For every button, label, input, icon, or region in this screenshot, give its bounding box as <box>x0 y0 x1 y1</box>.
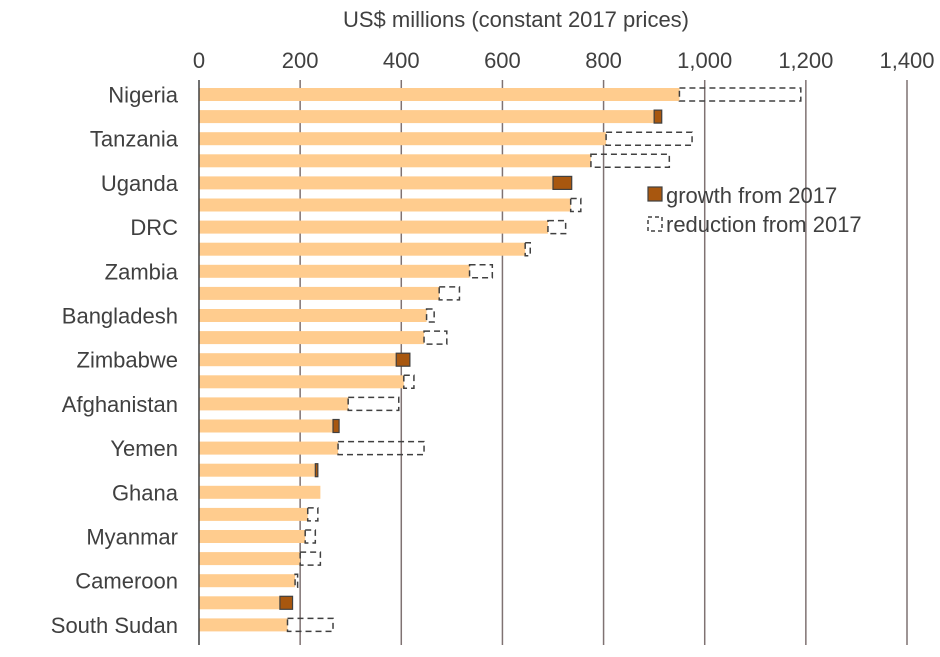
x-tick-label: 600 <box>484 48 521 73</box>
legend-label-growth: growth from 2017 <box>666 183 837 208</box>
category-label: Myanmar <box>86 525 178 550</box>
bar-growth <box>332 418 340 434</box>
category-label: Uganda <box>101 171 179 196</box>
category-label: Afghanistan <box>62 392 178 417</box>
bar-base <box>199 264 470 278</box>
legend: growth from 2017 reduction from 2017 <box>647 183 862 237</box>
bar-reduction <box>403 374 415 390</box>
category-label: South Sudan <box>51 613 178 638</box>
bar-base <box>199 353 397 367</box>
bar-base <box>199 485 321 499</box>
bar-reduction <box>286 617 334 633</box>
category-label: Yemen <box>110 436 178 461</box>
bar-base <box>199 286 440 300</box>
category-label: Zambia <box>105 259 179 284</box>
bar-base <box>199 154 591 168</box>
bar-reduction <box>337 440 425 456</box>
legend-swatch-growth <box>647 186 663 202</box>
bar-base <box>199 530 306 543</box>
category-label: Nigeria <box>108 83 178 108</box>
bar-reduction <box>524 241 531 257</box>
bar-base <box>199 463 316 477</box>
bar-base <box>199 198 571 212</box>
legend-label-reduction: reduction from 2017 <box>666 212 862 237</box>
legend-swatch-reduction <box>647 216 663 232</box>
bar-reduction <box>678 87 802 102</box>
bars <box>199 87 802 633</box>
category-label: Cameroon <box>75 569 178 594</box>
x-tick-label: 1,000 <box>677 48 732 73</box>
bar-base <box>199 507 308 521</box>
x-tick-label: 800 <box>585 48 622 73</box>
bar-base <box>199 441 339 455</box>
x-tick-label: 1,200 <box>778 48 833 73</box>
bar-reduction <box>294 573 299 588</box>
bar-base <box>199 574 296 588</box>
x-axis-title: US$ millions (constant 2017 prices) <box>343 7 689 32</box>
bar-reduction <box>569 197 582 213</box>
bar-reduction <box>306 507 319 522</box>
category-label: DRC <box>130 215 178 240</box>
bar-base <box>199 309 427 322</box>
bar-growth <box>314 463 319 478</box>
bar-base <box>199 618 288 632</box>
bar-base <box>199 88 680 101</box>
category-label: Zimbabwe <box>77 348 178 373</box>
bar-growth <box>653 109 663 124</box>
x-tick-label: 1,400 <box>879 48 934 73</box>
bar-base <box>199 331 425 345</box>
category-labels: Nigeria Tanzania Uganda DRC Zambia Bangladesh… <box>51 83 179 638</box>
category-label: Tanzania <box>90 127 179 152</box>
bar-base <box>199 220 548 234</box>
bar-reduction <box>304 529 317 544</box>
category-label: Ghana <box>112 480 179 505</box>
x-tick-labels: 0 200 400 600 800 1,000 1,200 1,400 <box>193 48 935 73</box>
bar-base <box>199 419 334 433</box>
bar-reduction <box>299 551 322 566</box>
bar-reduction <box>547 219 567 235</box>
bar-reduction <box>438 286 461 301</box>
bar-reduction <box>347 396 400 412</box>
bar-growth <box>552 175 573 190</box>
bar-reduction <box>590 153 671 169</box>
bar-base <box>199 132 607 146</box>
bar-base <box>199 176 553 190</box>
bar-growth <box>279 595 294 610</box>
bar-base <box>199 596 280 610</box>
bar-base <box>199 375 404 389</box>
bar-growth <box>395 352 411 367</box>
bar-base <box>199 552 301 566</box>
bar-reduction <box>468 264 494 279</box>
gridlines <box>299 80 908 645</box>
x-tick-label: 200 <box>282 48 319 73</box>
x-tick-label: 400 <box>383 48 420 73</box>
bar-reduction <box>605 131 693 146</box>
bar-reduction <box>425 308 435 323</box>
bar-base <box>199 110 655 124</box>
bar-reduction <box>423 330 448 345</box>
bar-base <box>199 242 526 256</box>
x-tick-label: 0 <box>193 48 205 73</box>
bar-base <box>199 397 349 411</box>
category-label: Bangladesh <box>62 304 178 329</box>
